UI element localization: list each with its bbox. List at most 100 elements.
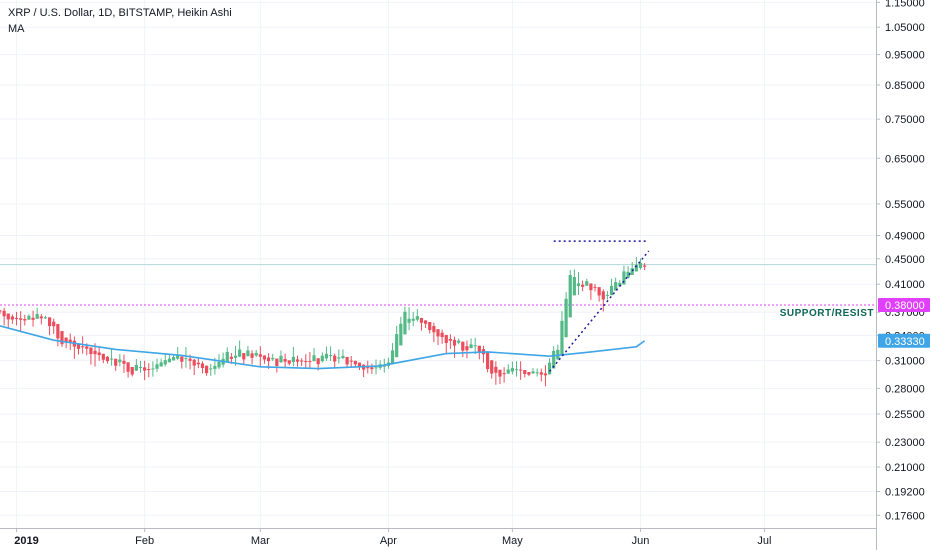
candle-body: [535, 372, 539, 374]
candle-body: [576, 283, 581, 287]
candle-body: [452, 339, 457, 346]
candle-body: [312, 355, 316, 362]
candle-body: [246, 350, 250, 357]
candle-body: [539, 372, 543, 375]
candle-body: [225, 351, 229, 362]
time-tick-label: Mar: [251, 535, 270, 547]
candle-body: [341, 355, 345, 358]
candle-body: [605, 294, 610, 296]
candle-body: [10, 316, 14, 320]
candle-body: [233, 355, 238, 358]
candle-body: [308, 361, 312, 363]
candle-body: [457, 340, 461, 343]
candle-body: [266, 357, 271, 362]
candle-body: [134, 364, 138, 371]
candle-body: [382, 365, 386, 367]
time-tick-label: 2019: [14, 535, 38, 547]
candle-body: [461, 341, 465, 351]
candle-body: [552, 350, 556, 369]
candle-body: [448, 338, 452, 341]
price-label-text: 0.33330: [885, 336, 925, 348]
candle-body: [114, 358, 118, 366]
candle-body: [415, 316, 419, 320]
price-tick-label: 0.17600: [885, 510, 925, 522]
candle-body: [167, 358, 172, 363]
price-label-text: 0.38000: [885, 300, 925, 312]
candle-body: [262, 355, 267, 360]
ma-line: [0, 325, 646, 370]
candle-body: [254, 352, 258, 356]
price-label-box: [878, 333, 930, 348]
candle-body: [564, 298, 568, 338]
price-tick-label: 0.21000: [885, 462, 925, 474]
candle-body: [465, 346, 469, 351]
candle-body: [56, 323, 60, 339]
candle-body: [89, 347, 93, 355]
candle-body: [349, 360, 353, 362]
candle-body: [300, 360, 304, 362]
time-tick-label: Apr: [380, 535, 397, 547]
price-tick-label: 0.55000: [885, 199, 925, 211]
time-tick-label: Jul: [757, 535, 771, 547]
candle-body: [155, 364, 159, 369]
candle-body: [407, 318, 411, 323]
triangle-bottom-line: [548, 250, 650, 372]
candle-body: [419, 317, 424, 323]
time-tick-label: Feb: [135, 535, 154, 547]
candle-body: [432, 326, 436, 333]
candle-body: [242, 353, 246, 360]
candle-body: [510, 368, 514, 372]
candle-body: [622, 271, 626, 285]
candle-body: [444, 334, 448, 343]
candle-body: [585, 281, 589, 286]
candle-body: [374, 367, 378, 369]
candle-body: [345, 356, 349, 365]
candle-body: [643, 265, 647, 267]
candle-body: [81, 346, 85, 348]
price-label-box: [878, 297, 930, 312]
candle-body: [64, 337, 68, 342]
candle-body: [333, 355, 337, 362]
candle-body: [634, 264, 638, 272]
candle-body: [47, 317, 52, 327]
candle-body: [105, 356, 110, 362]
candle-body: [428, 322, 432, 331]
indicator-label[interactable]: MA: [8, 23, 25, 35]
candle-body: [411, 318, 415, 321]
candle-body: [494, 366, 498, 373]
candle-body: [76, 343, 81, 349]
candle-body: [184, 358, 188, 360]
candle-body: [196, 362, 200, 365]
candle-body: [85, 346, 89, 349]
price-tick-label: 0.25500: [885, 409, 925, 421]
candle-body: [19, 318, 23, 320]
candle-body: [93, 350, 97, 355]
candle-body: [618, 282, 622, 287]
candle-body: [200, 363, 205, 368]
candle-body: [151, 368, 155, 370]
price-tick-label: 0.23000: [885, 437, 925, 449]
candle-body: [593, 286, 597, 288]
candle-body: [213, 365, 217, 369]
candle-body: [118, 359, 122, 363]
candle-body: [304, 361, 308, 363]
candle-body: [39, 316, 43, 319]
candle-body: [366, 367, 370, 369]
price-tick-label: 0.45000: [885, 254, 925, 266]
candle-body: [531, 371, 535, 374]
candle-body: [320, 355, 324, 362]
candle-body: [209, 368, 213, 370]
candle-body: [589, 283, 593, 291]
chart-title: XRP / U.S. Dollar, 1D, BITSTAMP, Heikin …: [8, 7, 232, 19]
candle-body: [250, 353, 254, 358]
candle-body: [126, 362, 130, 372]
candle-body: [283, 358, 287, 362]
candle-body: [138, 366, 143, 368]
candle-body: [122, 360, 126, 364]
candle-body: [424, 320, 428, 324]
price-tick-label: 0.19200: [885, 487, 925, 499]
price-tick-label: 1.05000: [885, 22, 925, 34]
candle-body: [519, 369, 523, 371]
